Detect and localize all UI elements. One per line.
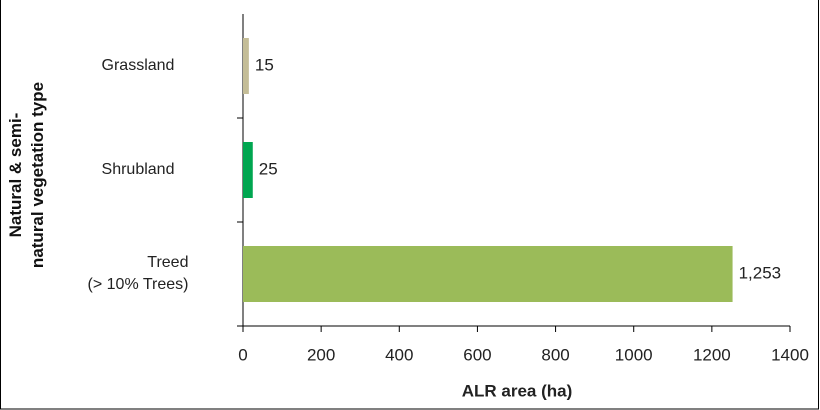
x-tick-label: 1400 bbox=[771, 345, 809, 364]
x-tick-label: 800 bbox=[541, 345, 569, 364]
value-label: 1,253 bbox=[739, 263, 782, 282]
y-tick-label: Shrubland bbox=[101, 161, 175, 178]
value-label: 25 bbox=[259, 159, 278, 178]
category-label-box: Treed (> 10% Trees) bbox=[87, 254, 189, 293]
x-tick-label: 200 bbox=[307, 345, 335, 364]
y-tick-label: Grassland bbox=[101, 57, 175, 74]
x-axis-label: ALR area (ha) bbox=[462, 381, 573, 400]
x-tick-label: 600 bbox=[463, 345, 491, 364]
x-tick-label: 1200 bbox=[693, 345, 731, 364]
bar bbox=[243, 142, 253, 198]
x-tick-label: 1000 bbox=[615, 345, 653, 364]
bar bbox=[243, 246, 733, 302]
category-label-box: Grassland bbox=[101, 57, 175, 74]
x-tick-label: 0 bbox=[238, 345, 247, 364]
x-tick-label: 400 bbox=[385, 345, 413, 364]
category-label-box: Shrubland bbox=[101, 161, 175, 178]
y-tick-label: Treed (> 10% Trees) bbox=[87, 254, 189, 293]
bar bbox=[243, 38, 249, 94]
value-label: 15 bbox=[255, 55, 274, 74]
